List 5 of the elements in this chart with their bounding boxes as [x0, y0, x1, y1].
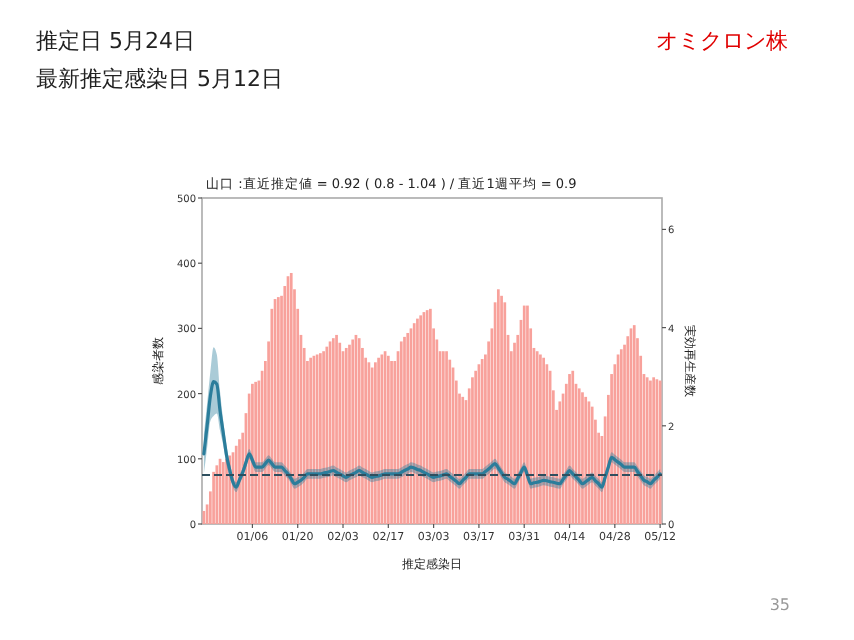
- text: オミクロン株: [656, 28, 788, 54]
- line-series: [202, 380, 662, 489]
- text: 35: [769, 596, 790, 614]
- text: 推定日 5月24日: [36, 28, 195, 54]
- text: 最新推定感染日 5月12日: [36, 66, 283, 92]
